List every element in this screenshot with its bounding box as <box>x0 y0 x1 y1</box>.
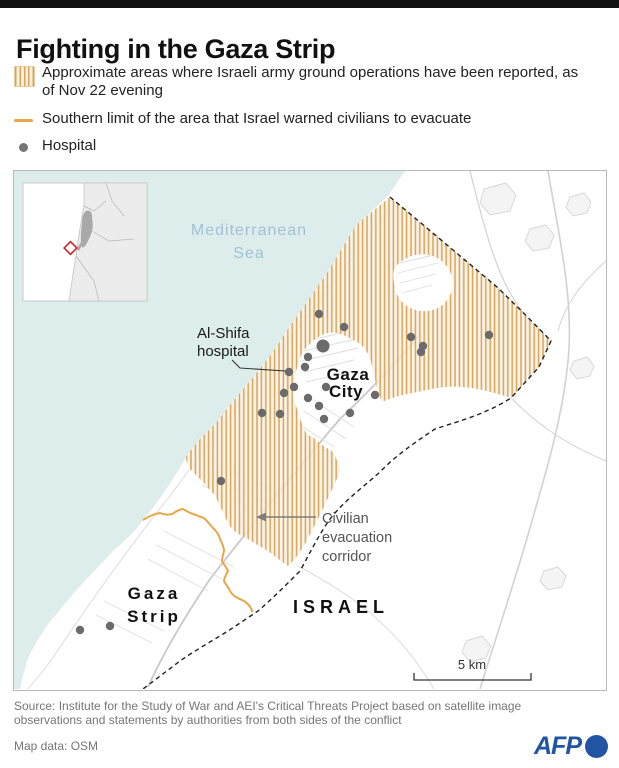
top-accent-bar <box>0 0 619 8</box>
corridor-label-line1: Civilian <box>322 511 369 527</box>
afp-logo: AFP <box>534 731 610 763</box>
inset-gaza-marker <box>63 240 78 256</box>
dot-swatch <box>19 142 28 152</box>
sea-label-line1: Mediterranean <box>191 222 307 239</box>
map-svg: Mediterranean Sea Al-Shifa hospital Gaza… <box>14 170 607 690</box>
hospital-dot <box>303 352 313 362</box>
ground-operations-area <box>186 197 551 566</box>
afp-logo-circle-icon <box>585 735 608 758</box>
sea-label-line2: Sea <box>233 245 264 262</box>
legend-label: Southern limit of the area that Israel w… <box>42 109 472 127</box>
hospital-dot <box>300 362 310 372</box>
corridor-label-line3: corridor <box>322 549 371 565</box>
hospital-dot <box>345 408 355 418</box>
hospital-dot <box>484 330 494 340</box>
legend-label: Hospital <box>42 136 97 154</box>
hospital-dot <box>289 382 299 392</box>
inset-borders <box>75 182 135 302</box>
al-shifa-label-line1: Al-Shifa <box>197 325 250 342</box>
hospital-dot <box>284 367 294 377</box>
hospital-dot <box>316 339 330 353</box>
hospital-dot <box>416 347 426 357</box>
hospital-dot <box>216 476 226 486</box>
legend-item-hospital: Hospital <box>14 137 606 155</box>
gaza-city-label-line1: Gaza <box>327 365 370 384</box>
hospital-dot <box>339 322 349 332</box>
inset-gaza-shape <box>77 233 87 251</box>
gaza-border-dashed <box>142 196 552 690</box>
hospital-dot <box>406 332 416 342</box>
hospital-dot <box>321 382 331 392</box>
evacuation-limit-line <box>142 507 253 613</box>
inset-locator-map <box>22 182 148 302</box>
scale-bar: 5 km <box>413 657 532 681</box>
hospital-dot <box>75 625 85 635</box>
hospital-dot <box>314 309 324 319</box>
gaza-strip-label-line2: Strip <box>127 607 181 626</box>
al-shifa-label-line2: hospital <box>197 343 249 360</box>
legend-item-evacuation-limit: Southern limit of the area that Israel w… <box>14 110 606 128</box>
hospital-dot <box>279 388 289 398</box>
hospital-dot <box>314 401 324 411</box>
legend: Approximate areas where Israeli army gro… <box>14 64 606 164</box>
hospital-dot <box>105 621 115 631</box>
israel-label: ISRAEL <box>293 597 389 617</box>
hospital-dot <box>303 393 313 403</box>
map: Mediterranean Sea Al-Shifa hospital Gaza… <box>13 170 607 691</box>
legend-item-ground-operations: Approximate areas where Israeli army gro… <box>14 64 606 101</box>
source-note: Source: Institute for the Study of War a… <box>14 699 522 728</box>
map-settlement-shapes <box>461 182 595 663</box>
scale-bar-label: 5 km <box>458 657 486 672</box>
map-data-note: Map data: OSM <box>14 739 99 753</box>
gaza-city-label-line2: City <box>329 382 363 401</box>
hospital-dot <box>370 390 380 400</box>
corridor-arrow <box>256 512 316 522</box>
hospital-dot <box>257 408 267 418</box>
gaza-strip-label-line1: Gaza <box>128 584 181 603</box>
hospital-dots <box>75 309 494 635</box>
hospital-dot <box>275 409 285 419</box>
hatch-swatch <box>14 66 35 87</box>
hospital-dot <box>319 414 329 424</box>
page-title: Fighting in the Gaza Strip <box>16 34 336 65</box>
corridor-label-line2: evacuation <box>322 530 392 546</box>
afp-logo-text: AFP <box>534 732 582 760</box>
legend-label: Approximate areas where Israeli army gro… <box>42 64 579 100</box>
line-swatch <box>14 118 33 122</box>
al-shifa-pointer-line <box>231 359 286 372</box>
